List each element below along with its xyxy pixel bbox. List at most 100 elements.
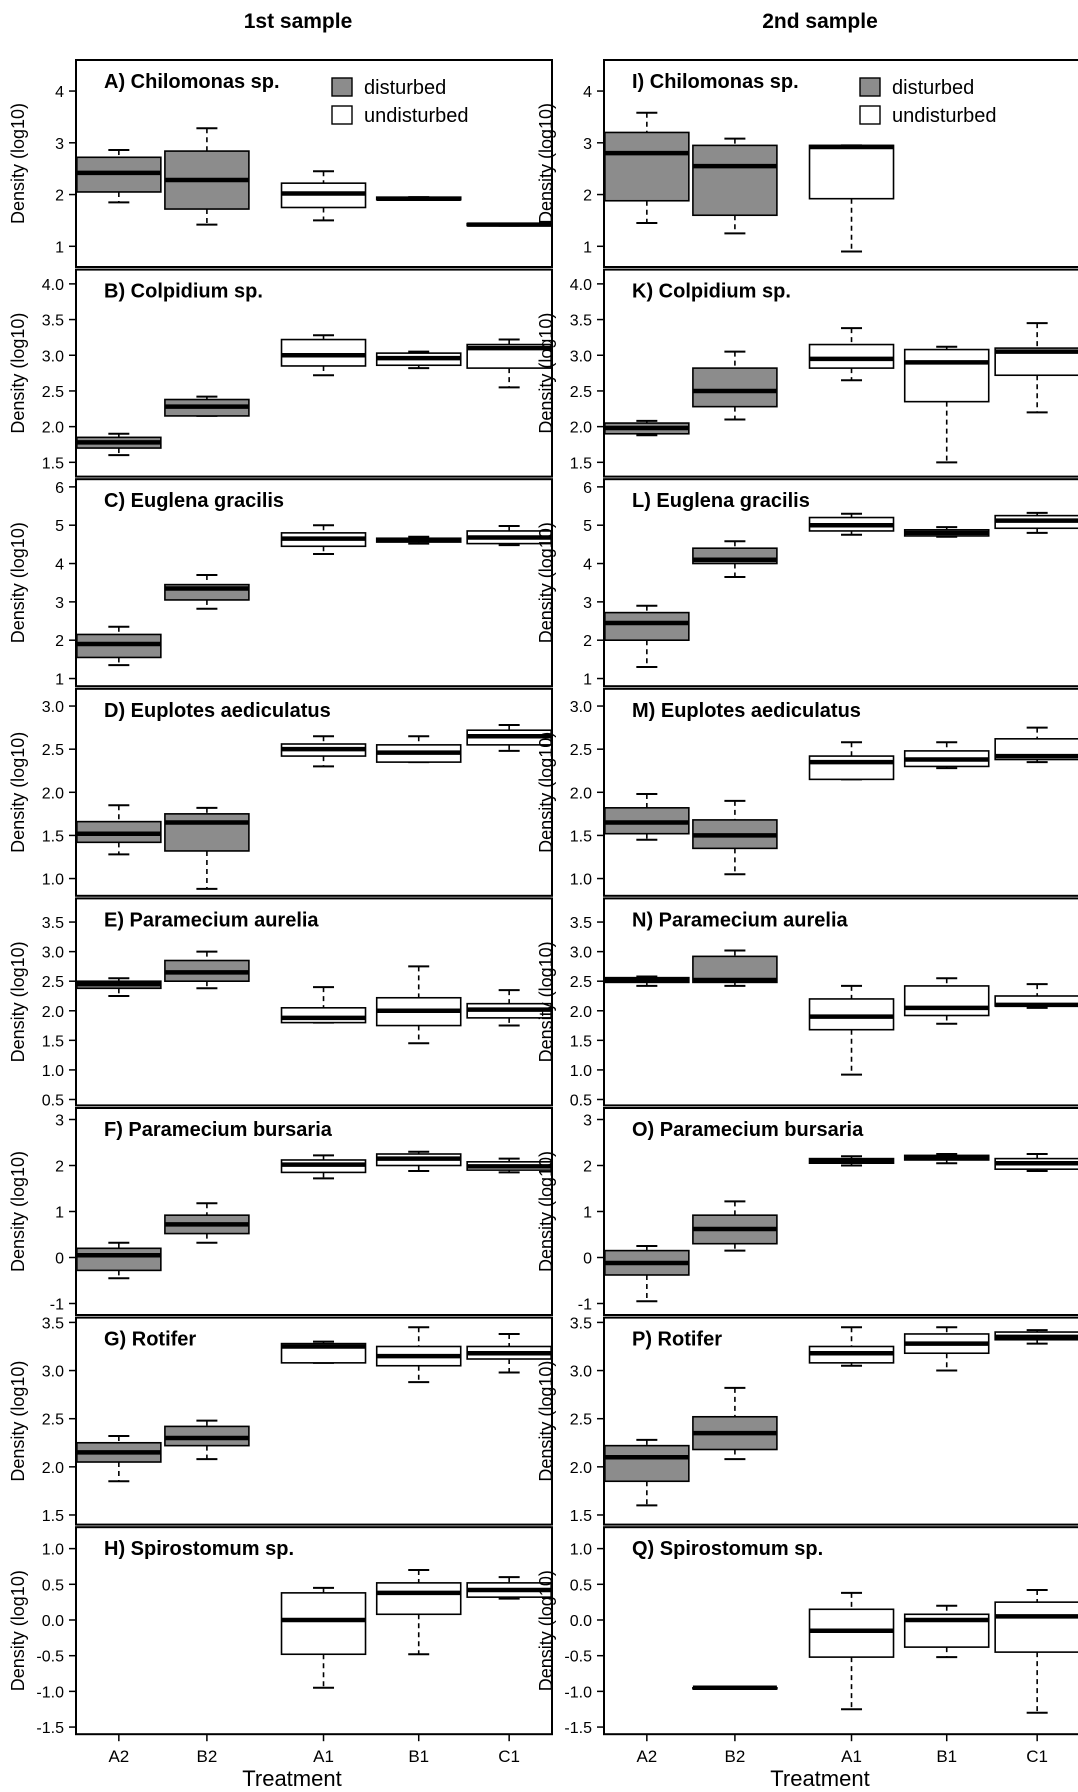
legend-label-disturbed: disturbed xyxy=(892,77,974,99)
panel-14: H) Spirostomum sp. -1.5 -1.0 -0.5 0.0 0.5 1.0 D… xyxy=(8,1526,553,1766)
y-tick-label: 3.5 xyxy=(570,313,592,330)
y-tick-label: 2.5 xyxy=(42,974,64,991)
y-tick-label: 2 xyxy=(583,633,592,650)
y-tick-label: 0.0 xyxy=(570,1613,592,1630)
y-tick-label: 1.5 xyxy=(42,1508,64,1525)
y-axis-title: Density (log10) xyxy=(536,313,556,434)
y-tick-label: 1.0 xyxy=(570,872,592,889)
y-tick-label: 6 xyxy=(583,480,592,497)
box-A2 xyxy=(604,611,690,641)
box-A1 xyxy=(808,144,895,200)
panel-title: Q) Spirostomum sp. xyxy=(632,1538,823,1560)
panel-title: C) Euglena gracilis xyxy=(104,490,284,512)
box-B2 xyxy=(692,144,778,217)
panel-7: M) Euplotes aediculatus 1.0 1.5 2.0 2.5 3.0 De… xyxy=(536,687,1078,897)
panel-frame xyxy=(603,1107,1078,1316)
column-title-2nd: 2nd sample xyxy=(762,10,878,33)
y-tick-label: 2.0 xyxy=(570,1004,592,1021)
box-A1 xyxy=(280,1007,367,1024)
y-axis-title: Density (log10) xyxy=(536,522,556,643)
x-tick-label-C1: C1 xyxy=(1026,1747,1048,1766)
y-tick-label: -0.5 xyxy=(36,1649,64,1666)
y-tick-label: 2 xyxy=(583,1159,592,1176)
panel-0: A) Chilomonas sp. 1 2 3 4 Density (log10) dist… xyxy=(8,59,553,268)
panel-title: O) Paramecium bursaria xyxy=(632,1119,864,1141)
y-tick-label: 5 xyxy=(55,518,64,535)
y-tick-label: 2.0 xyxy=(42,1460,64,1477)
panel-title: B) Colpidium sp. xyxy=(104,281,263,303)
y-tick-label: 2.5 xyxy=(42,384,64,401)
y-axis-title: Density (log10) xyxy=(8,103,28,224)
box-A2 xyxy=(604,131,690,202)
x-tick-label-B2: B2 xyxy=(197,1747,218,1766)
y-axis-title: Density (log10) xyxy=(8,732,28,853)
x-tick-label-A2: A2 xyxy=(108,1747,129,1766)
y-axis-title: Density (log10) xyxy=(8,1151,28,1272)
y-tick-label: 5 xyxy=(583,518,592,535)
panel-13: P) Rotifer 1.5 2.0 2.5 3.0 3.5 Density (log10) xyxy=(536,1315,1078,1526)
legend-label-undisturbed: undisturbed xyxy=(364,105,469,127)
y-tick-label: 3.0 xyxy=(42,348,64,365)
box-B1 xyxy=(903,985,990,1017)
x-tick-label-A1: A1 xyxy=(313,1747,334,1766)
box-A1 xyxy=(808,755,895,781)
legend-swatch-undisturbed xyxy=(859,105,881,125)
panel-5: L) Euglena gracilis 1 2 3 4 5 6 Density (log10) xyxy=(536,478,1078,689)
box-B2 xyxy=(692,367,778,408)
y-tick-label: -1.5 xyxy=(564,1720,592,1737)
y-tick-label: -1 xyxy=(50,1297,64,1314)
y-tick-label: 2 xyxy=(55,633,64,650)
panel-9: N) Paramecium aurelia 0.5 1.0 1.5 2.0 2.5 3.0 3… xyxy=(536,897,1078,1109)
panel-frame xyxy=(603,687,1078,897)
y-tick-label: 0 xyxy=(583,1251,592,1268)
y-tick-label: 2 xyxy=(583,188,592,205)
panel-title: L) Euglena gracilis xyxy=(632,490,810,512)
x-tick-label-B1: B1 xyxy=(936,1747,957,1766)
y-tick-label: 0 xyxy=(55,1251,64,1268)
y-tick-label: 3.0 xyxy=(42,1364,64,1381)
panel-title: G) Rotifer xyxy=(104,1329,196,1351)
y-tick-label: 3.0 xyxy=(42,945,64,962)
y-tick-label: -1.0 xyxy=(564,1684,592,1701)
y-tick-label: 0.5 xyxy=(570,1577,592,1594)
y-tick-label: -1 xyxy=(578,1297,592,1314)
y-tick-label: 3.5 xyxy=(570,1315,592,1332)
y-tick-label: -0.5 xyxy=(564,1649,592,1666)
y-axis-title: Density (log10) xyxy=(536,732,556,853)
box-A1 xyxy=(280,1592,367,1656)
y-tick-label: 0.0 xyxy=(42,1613,64,1630)
y-tick-label: 2.0 xyxy=(42,785,64,802)
y-tick-label: 2.0 xyxy=(570,785,592,802)
y-tick-label: 3.5 xyxy=(570,915,592,932)
y-tick-label: 2.0 xyxy=(42,1004,64,1021)
y-tick-label: 1.5 xyxy=(570,1508,592,1525)
y-tick-label: 1.0 xyxy=(42,872,64,889)
y-tick-label: 2 xyxy=(55,1159,64,1176)
y-tick-label: 3.5 xyxy=(42,313,64,330)
box-A2 xyxy=(76,1247,162,1272)
panel-6: D) Euplotes aediculatus 1.0 1.5 2.0 2.5 3.0 De… xyxy=(8,687,553,897)
panel-11: O) Paramecium bursaria -1 0 1 2 3 Density (log… xyxy=(536,1107,1078,1316)
y-tick-label: 2.0 xyxy=(570,420,592,437)
y-tick-label: -1.0 xyxy=(36,1684,64,1701)
y-tick-label: 1.5 xyxy=(570,828,592,845)
box-A1 xyxy=(280,338,367,367)
x-axis-title-right: Treatment xyxy=(770,1766,869,1791)
y-axis-title: Density (log10) xyxy=(536,1361,556,1482)
y-tick-label: 4 xyxy=(583,557,592,574)
y-tick-label: 0.5 xyxy=(570,1092,592,1109)
y-tick-label: 3.0 xyxy=(570,348,592,365)
y-tick-label: 2.5 xyxy=(42,742,64,759)
y-tick-label: 1.0 xyxy=(42,1542,64,1559)
panel-frame xyxy=(75,687,553,897)
panel-title: A) Chilomonas sp. xyxy=(104,71,280,93)
legend-label-disturbed: disturbed xyxy=(364,77,446,99)
panel-title: F) Paramecium bursaria xyxy=(104,1119,333,1141)
y-tick-label: 3.5 xyxy=(42,1315,64,1332)
y-tick-label: 1 xyxy=(583,1205,592,1222)
y-tick-label: 2.0 xyxy=(570,1460,592,1477)
legend-swatch-undisturbed xyxy=(331,105,353,125)
y-tick-label: 2.5 xyxy=(570,1412,592,1429)
panel-title: K) Colpidium sp. xyxy=(632,281,791,303)
